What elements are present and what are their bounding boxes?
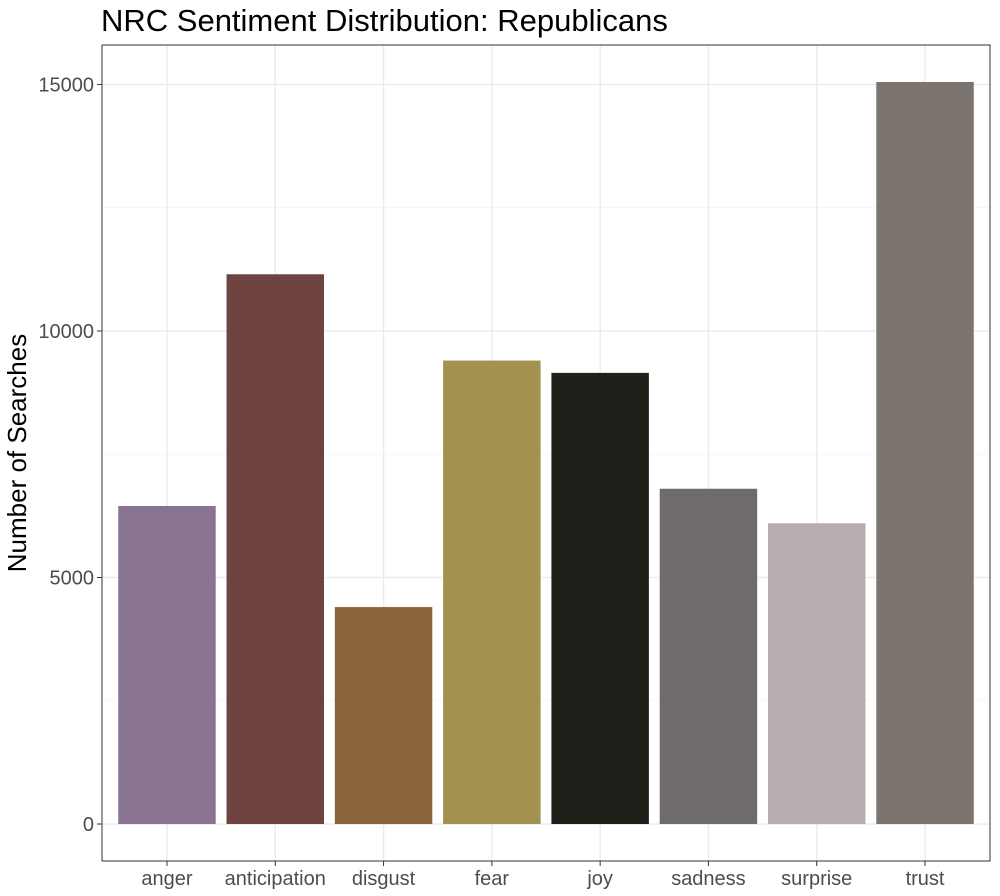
y-axis-title: Number of Searches	[2, 334, 32, 572]
x-tick-label: anticipation	[225, 868, 326, 890]
chart-title: NRC Sentiment Distribution: Republicans	[101, 3, 668, 38]
bar-sadness	[659, 488, 758, 825]
bar-disgust	[334, 607, 433, 825]
y-tick-label: 0	[83, 814, 94, 836]
x-axis-ticks: anger anticipation disgust fear joy sadness su…	[141, 861, 945, 890]
x-tick-label: disgust	[352, 868, 416, 890]
y-tick-label: 15000	[38, 74, 94, 96]
bar-surprise	[768, 523, 866, 825]
plot-panel-border	[101, 44, 991, 862]
x-tick-label: sadness	[671, 868, 746, 890]
x-tick-label: trust	[906, 868, 945, 890]
bar-trust	[876, 81, 974, 825]
x-tick-label: joy	[586, 868, 613, 890]
y-axis-ticks: 0 5000 10000 15000	[38, 74, 102, 836]
y-tick-label: 10000	[38, 321, 94, 343]
y-tick-label: 5000	[50, 567, 95, 589]
x-tick-label: anger	[141, 868, 192, 890]
bars	[118, 81, 974, 825]
bar-anger	[118, 506, 216, 825]
x-tick-label: fear	[475, 868, 510, 890]
bar-fear	[443, 360, 541, 825]
x-tick-label: surprise	[781, 868, 852, 890]
bar-joy	[551, 372, 649, 825]
bar-anticipation	[226, 274, 324, 825]
